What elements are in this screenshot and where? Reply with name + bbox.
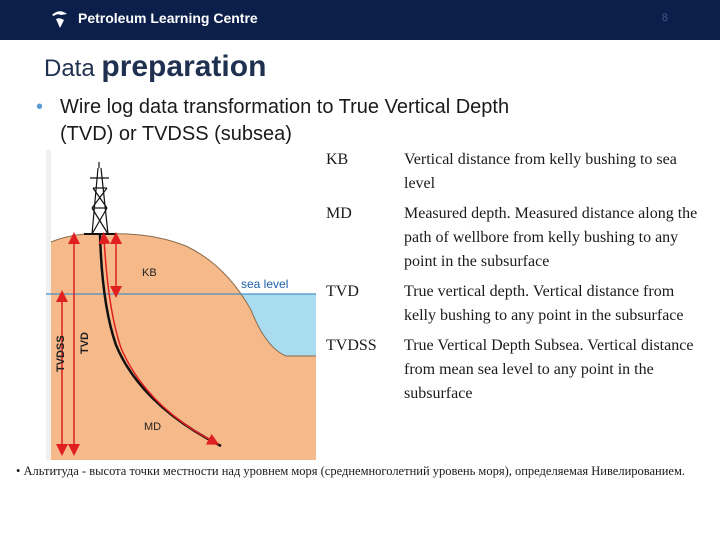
definition-term: TVD xyxy=(326,283,359,300)
definition-tvd: TVD True vertical depth. Vertical distan… xyxy=(326,280,706,328)
definition-tvdss: TVDSS True Vertical Depth Subsea. Vertic… xyxy=(326,334,706,406)
petroleum-logo-icon xyxy=(52,11,67,28)
brand-name: Petroleum Learning Centre xyxy=(78,10,258,26)
definition-description: True vertical depth. Vertical distance f… xyxy=(404,283,684,324)
bullet-point: • Wire log data transformation to True Ve… xyxy=(36,94,676,148)
definitions-list: KB Vertical distance from kelly bushing … xyxy=(326,148,706,412)
bullet-line-2: (TVD) or TVDSS (subsea) xyxy=(60,123,292,145)
title-part1: Data xyxy=(44,55,102,82)
kb-diagram-label: KB xyxy=(142,267,157,279)
header-bar: Petroleum Learning Centre 8 xyxy=(0,0,720,40)
slide-number: 8 xyxy=(661,12,668,24)
definition-md: MD Measured depth. Measured distance alo… xyxy=(326,202,706,274)
definition-term: TVDSS xyxy=(326,337,377,354)
definition-description: Vertical distance from kelly bushing to … xyxy=(404,151,677,192)
definition-kb: KB Vertical distance from kelly bushing … xyxy=(326,148,706,196)
title-part2: preparation xyxy=(101,50,267,83)
definition-term: KB xyxy=(326,151,349,168)
sea-level-label: sea level xyxy=(241,277,288,291)
bullet-line-1: Wire log data transformation to True Ver… xyxy=(60,96,510,118)
md-arrow xyxy=(98,232,220,445)
wellbore-diagram: sea level KB MD TVDSS TVD xyxy=(46,150,316,460)
slide-title: Data preparation xyxy=(44,50,266,84)
footnote: • Альтитуда - высота точки местности над… xyxy=(16,464,686,478)
definition-term: MD xyxy=(326,205,352,222)
tvdss-diagram-label: TVDSS xyxy=(55,335,67,372)
md-diagram-label: MD xyxy=(144,421,161,433)
definition-description: Measured depth. Measured distance along … xyxy=(404,205,698,270)
tvd-diagram-label: TVD xyxy=(79,332,91,354)
diagram-left-margin xyxy=(46,150,51,460)
definition-description: True Vertical Depth Subsea. Vertical dis… xyxy=(404,337,694,402)
bullet-dot-icon: • xyxy=(36,96,44,118)
